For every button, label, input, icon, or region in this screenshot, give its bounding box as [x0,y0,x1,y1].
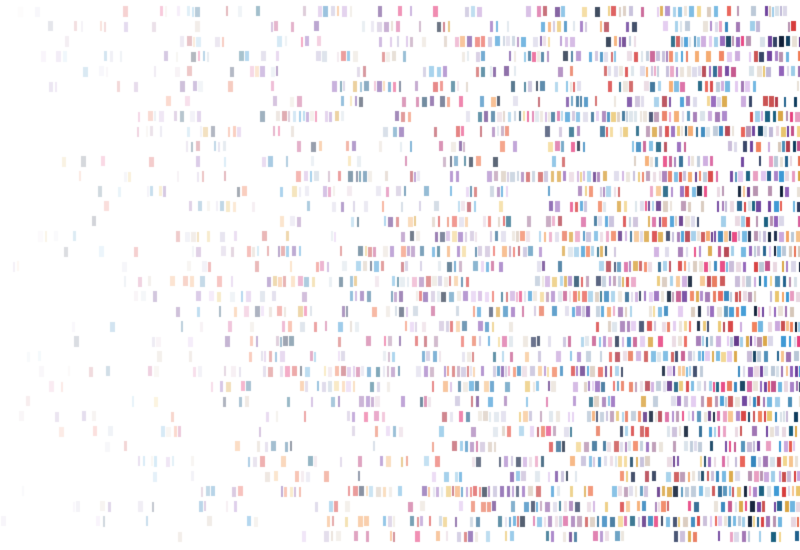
sequence-barcode-canvas [0,0,800,550]
